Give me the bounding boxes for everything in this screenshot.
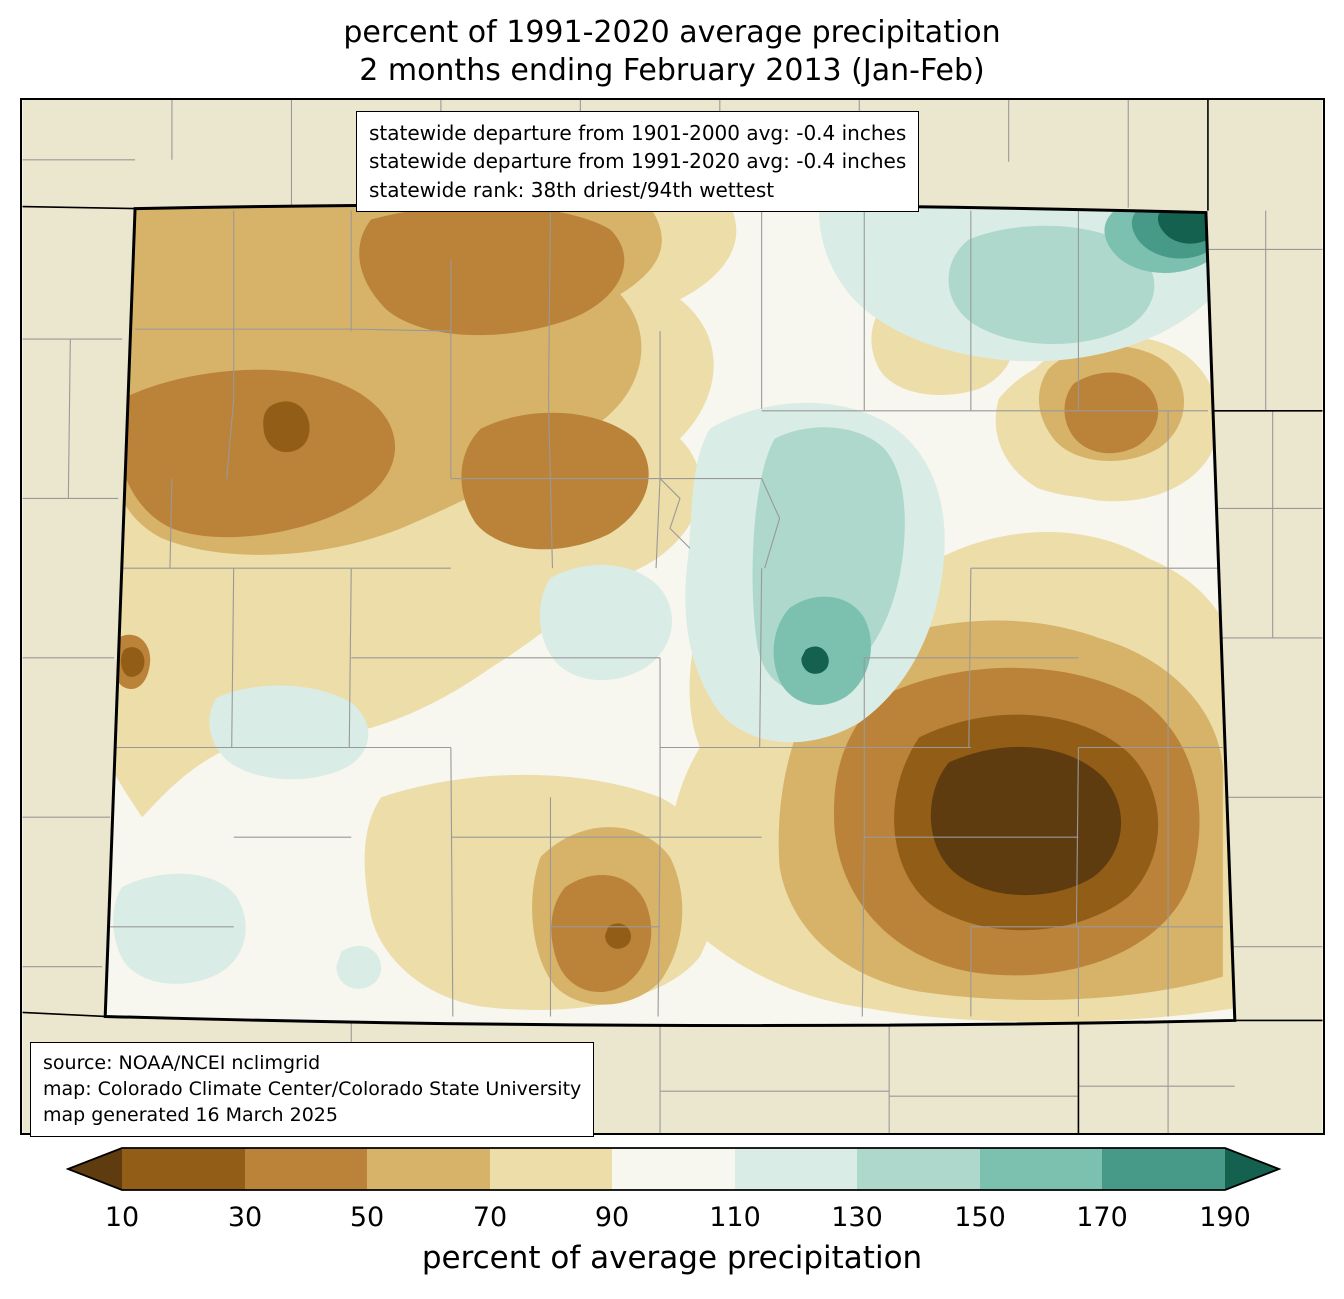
map-title: percent of 1991-2020 average precipitati… xyxy=(0,14,1344,91)
colorbar-seg-90-110 xyxy=(612,1148,735,1190)
colorbar-seg-110-130 xyxy=(735,1148,857,1190)
source-line-1: source: NOAA/NCEI nclimgrid xyxy=(43,1052,321,1074)
colorbar-seg-130-150 xyxy=(857,1148,980,1190)
colorbar-seg-150-170 xyxy=(980,1148,1102,1190)
neighbor-state-lines xyxy=(22,100,1323,1133)
county-lines xyxy=(108,210,1223,1017)
colorbar-tick-label: 150 xyxy=(954,1202,1006,1233)
colorbar-tick-label: 190 xyxy=(1199,1202,1251,1233)
title-line-1: percent of 1991-2020 average precipitati… xyxy=(343,15,1001,50)
colorbar-tick-label: 90 xyxy=(595,1202,629,1233)
source-line-2: map: Colorado Climate Center/Colorado St… xyxy=(43,1078,582,1101)
stats-line-2: statewide departure from 1991-2020 avg: … xyxy=(369,149,907,174)
contour-gt190 xyxy=(801,205,1208,674)
colorbar-tick-label: 10 xyxy=(105,1202,139,1233)
colorbar: 10 30 50 70 90 110 130 150 170 190 xyxy=(0,1138,1344,1240)
colorbar-seg-30-50 xyxy=(245,1148,367,1190)
colorbar-tick-label: 110 xyxy=(709,1202,761,1233)
colorbar-tick-label: 30 xyxy=(228,1202,262,1233)
statewide-stats-box: statewide departure from 1901-2000 avg: … xyxy=(356,111,920,213)
colorbar-tick-label: 50 xyxy=(350,1202,384,1233)
colorbar-left-arrow xyxy=(68,1148,122,1190)
contour-layers xyxy=(105,204,1235,1026)
title-line-2: 2 months ending February 2013 (Jan-Feb) xyxy=(359,53,985,89)
source-line-3: map generated 16 March 2025 xyxy=(43,1104,338,1127)
colorbar-tick-label: 130 xyxy=(831,1202,883,1233)
stats-line-1: statewide departure from 1901-2000 avg: … xyxy=(369,121,907,145)
precip-map xyxy=(22,100,1323,1133)
colorbar-tick-label: 170 xyxy=(1076,1202,1128,1233)
colorbar-axis-label: percent of average precipitation xyxy=(421,1240,923,1276)
colorbar-seg-10-30 xyxy=(122,1148,245,1190)
colorbar-seg-50-70 xyxy=(367,1148,490,1190)
colorbar-outline xyxy=(65,1147,1282,1191)
stats-line-3: statewide rank: 38th driest/94th wettest xyxy=(369,177,775,202)
contour-lt10 xyxy=(930,746,1122,896)
source-box: source: NOAA/NCEI nclimgrid map: Colorad… xyxy=(30,1042,595,1137)
map-frame xyxy=(20,98,1325,1135)
colorbar-right-arrow xyxy=(1225,1148,1279,1190)
colorbar-seg-170-190 xyxy=(1102,1148,1225,1190)
colorbar-tick-label: 70 xyxy=(473,1202,507,1233)
colorbar-seg-70-90 xyxy=(490,1148,612,1190)
